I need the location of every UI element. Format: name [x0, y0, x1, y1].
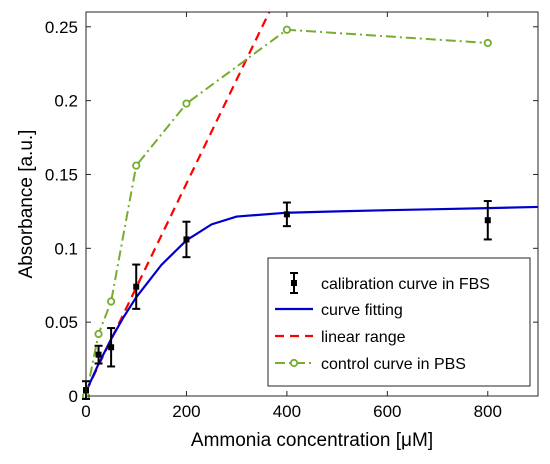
calibration-marker — [283, 211, 290, 218]
legend-label: curve fitting — [321, 302, 403, 319]
control-curve-point — [132, 161, 141, 170]
x-tick-label: 800 — [474, 402, 502, 421]
x-tick-label: 200 — [172, 402, 200, 421]
control-curve-point — [182, 99, 191, 108]
y-tick-label: 0.05 — [45, 313, 78, 332]
legend-swatch-marker — [291, 280, 297, 286]
calibration-marker — [108, 344, 115, 351]
x-tick-label: 400 — [273, 402, 301, 421]
y-tick-label: 0.25 — [45, 18, 78, 37]
calibration-marker — [183, 236, 190, 243]
legend-box — [267, 257, 531, 387]
legend-label: control curve in PBS — [321, 356, 466, 373]
legend-swatch-marker — [289, 358, 299, 368]
x-axis-label: Ammonia concentration [μM] — [191, 430, 433, 451]
calibration-point — [107, 327, 116, 368]
legend-entry: control curve in PBS — [275, 356, 466, 373]
legend-label: linear range — [321, 329, 406, 346]
legend-entry: curve fitting — [275, 302, 403, 319]
calibration-marker — [484, 217, 491, 224]
y-tick-label: 0.1 — [54, 239, 78, 258]
calibration-point — [282, 201, 291, 228]
legend: calibration curve in FBS curve fitting lin… — [267, 257, 531, 387]
x-tick-label: 600 — [373, 402, 401, 421]
calibration-marker — [95, 351, 102, 358]
calibration-point — [94, 344, 103, 365]
control-curve-point — [483, 38, 492, 48]
data-marks — [81, 12, 538, 401]
x-tick-label: 0 — [81, 402, 90, 421]
calibration-marker — [133, 283, 140, 290]
axes-frame — [85, 11, 539, 397]
calibration-point — [132, 263, 141, 310]
calibration-point — [483, 200, 492, 241]
legend-entry: linear range — [275, 329, 406, 346]
y-tick-label: 0.15 — [45, 165, 78, 184]
control-curve-point — [282, 25, 291, 34]
legend-entry: calibration curve in FBS — [290, 272, 490, 294]
series-line-curve-fitting — [86, 205, 538, 393]
y-axis-label: Absorbance [a.u.] — [16, 130, 37, 279]
control-curve-point — [94, 329, 103, 339]
series-line-linear-range — [86, 12, 271, 393]
y-tick-label: 0 — [69, 387, 78, 406]
axis-ticks: 0 200 400 600 800 0 0.05 0.1 0.15 0.2 0.25 — [45, 12, 538, 421]
calibration-point — [182, 220, 191, 259]
y-tick-label: 0.2 — [54, 92, 78, 111]
legend-label: calibration curve in FBS — [321, 276, 490, 293]
control-curve-point — [107, 297, 116, 306]
